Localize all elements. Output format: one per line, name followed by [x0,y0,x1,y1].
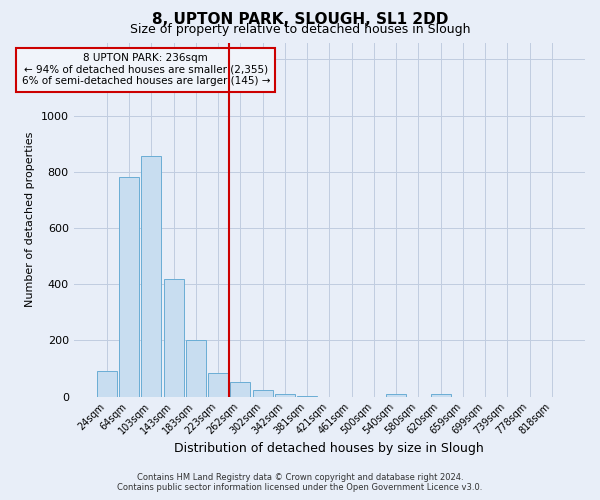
Bar [431,394,451,396]
Text: 8 UPTON PARK: 236sqm
← 94% of detached houses are smaller (2,355)
6% of semi-det: 8 UPTON PARK: 236sqm ← 94% of detached h… [22,53,270,86]
Bar [230,382,250,396]
Bar [208,373,228,396]
Bar [386,394,406,396]
Text: Size of property relative to detached houses in Slough: Size of property relative to detached ho… [130,22,470,36]
Y-axis label: Number of detached properties: Number of detached properties [25,132,35,308]
X-axis label: Distribution of detached houses by size in Slough: Distribution of detached houses by size … [175,442,484,455]
Text: Contains HM Land Registry data © Crown copyright and database right 2024.
Contai: Contains HM Land Registry data © Crown c… [118,473,482,492]
Bar [119,178,139,396]
Bar [253,390,272,396]
Text: 8, UPTON PARK, SLOUGH, SL1 2DD: 8, UPTON PARK, SLOUGH, SL1 2DD [152,12,448,28]
Bar [164,278,184,396]
Bar [142,156,161,396]
Bar [275,394,295,396]
Bar [186,340,206,396]
Bar [97,372,117,396]
